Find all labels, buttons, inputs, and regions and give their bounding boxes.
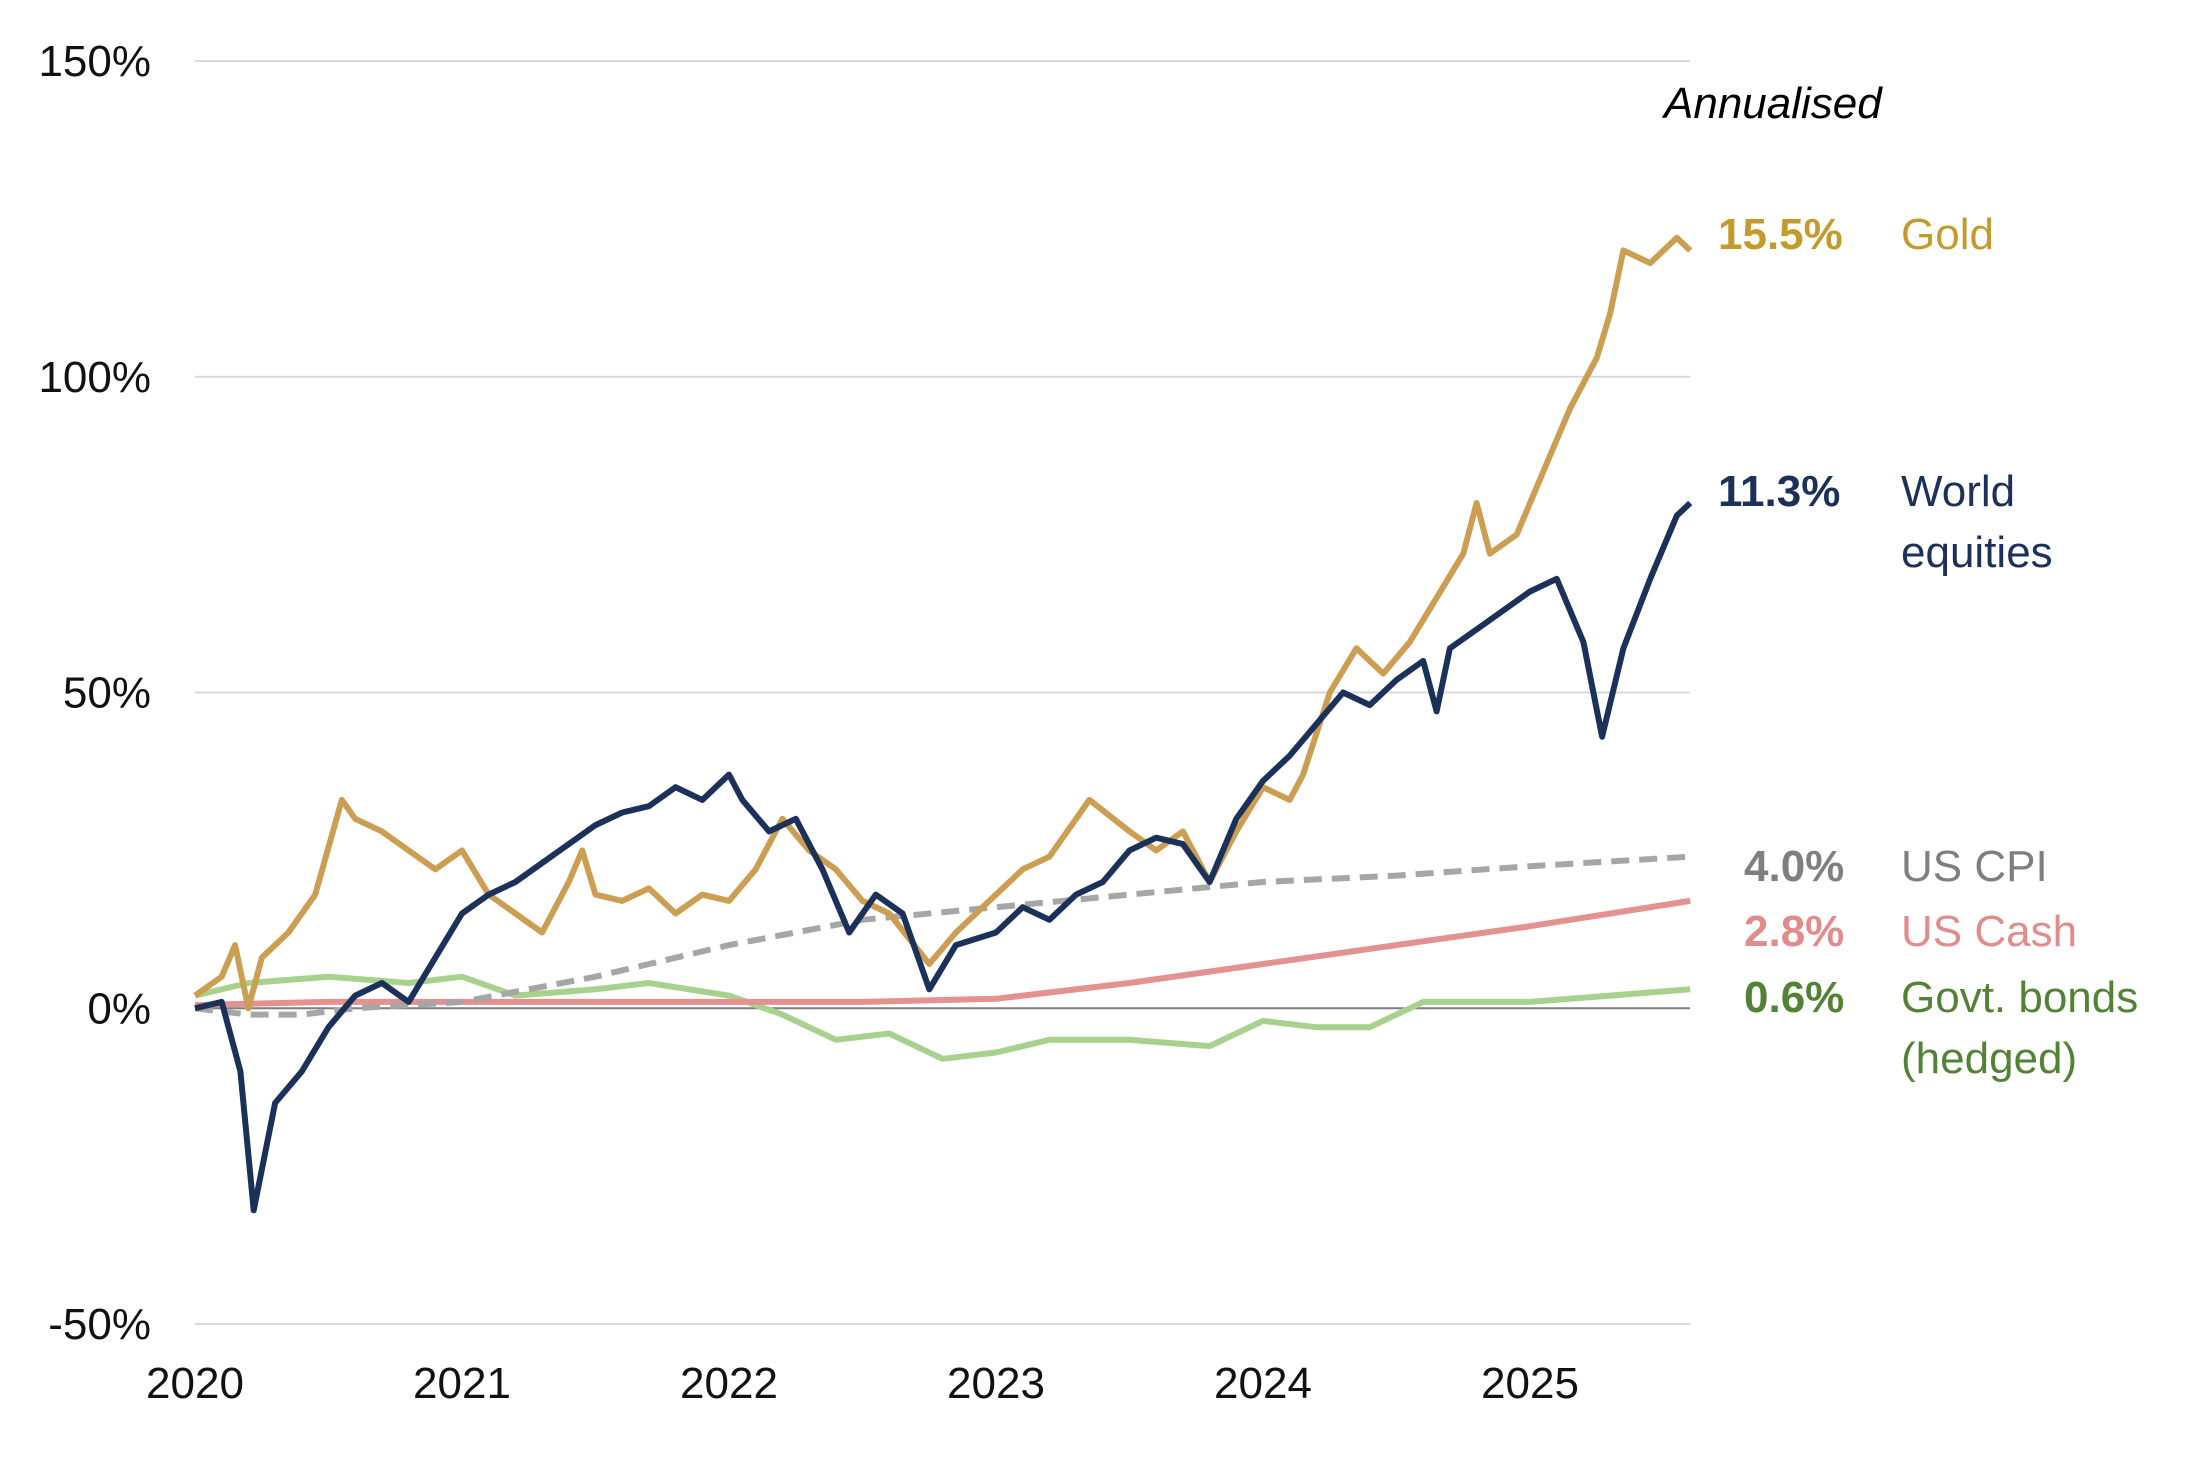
- series-line-gold: [193, 234, 1693, 1012]
- label-equities: 11.3% World equities: [1718, 467, 2053, 577]
- equities-name-line1: World: [1901, 467, 2015, 516]
- bonds-name-line2: (hedged): [1901, 1034, 2077, 1083]
- y-tick-label: 0%: [87, 984, 151, 1033]
- gold-name: Gold: [1901, 210, 1994, 259]
- x-tick-label: 2020: [146, 1359, 244, 1408]
- y-tick-label: -50%: [48, 1300, 151, 1349]
- x-tick-label: 2025: [1481, 1359, 1579, 1408]
- gridlines: [195, 60, 1690, 1325]
- bonds-value: 0.6%: [1744, 973, 1844, 1022]
- series-lines: [193, 234, 1693, 1214]
- bonds-name-line1: Govt. bonds: [1901, 973, 2138, 1022]
- cpi-name: US CPI: [1901, 842, 2048, 891]
- series-line-us-cpi: [194, 853, 1691, 1018]
- equities-value: 11.3%: [1718, 467, 1840, 516]
- x-tick-label: 2023: [947, 1359, 1045, 1408]
- y-tick-label: 50%: [63, 669, 151, 718]
- y-tick-label: 150%: [38, 37, 151, 86]
- label-cash: 2.8% US Cash: [1744, 907, 2077, 956]
- cash-value: 2.8%: [1744, 907, 1844, 956]
- x-tick-label: 2024: [1214, 1359, 1312, 1408]
- gold-value: 15.5%: [1718, 210, 1843, 259]
- label-bonds: 0.6% Govt. bonds (hedged): [1744, 973, 2138, 1083]
- cpi-value: 4.0%: [1744, 842, 1844, 891]
- series-line-govt-bonds-hedged: [194, 973, 1691, 1062]
- y-tick-label: 100%: [38, 353, 151, 402]
- series-line-us-cash: [194, 897, 1691, 1009]
- x-tick-label: 2022: [680, 1359, 778, 1408]
- cash-name: US Cash: [1901, 907, 2077, 956]
- label-gold: 15.5% Gold: [1718, 210, 1994, 259]
- y-axis-ticks: 150% 100% 50% 0% -50%: [38, 37, 151, 1349]
- series-line-world-equities: [194, 500, 1693, 1214]
- annotation-annualised: Annualised: [1661, 79, 1883, 128]
- label-cpi: 4.0% US CPI: [1744, 842, 2048, 891]
- equities-name-line2: equities: [1901, 528, 2053, 577]
- x-axis-ticks: 2020 2021 2022 2023 2024 2025: [146, 1359, 1579, 1408]
- x-tick-label: 2021: [413, 1359, 511, 1408]
